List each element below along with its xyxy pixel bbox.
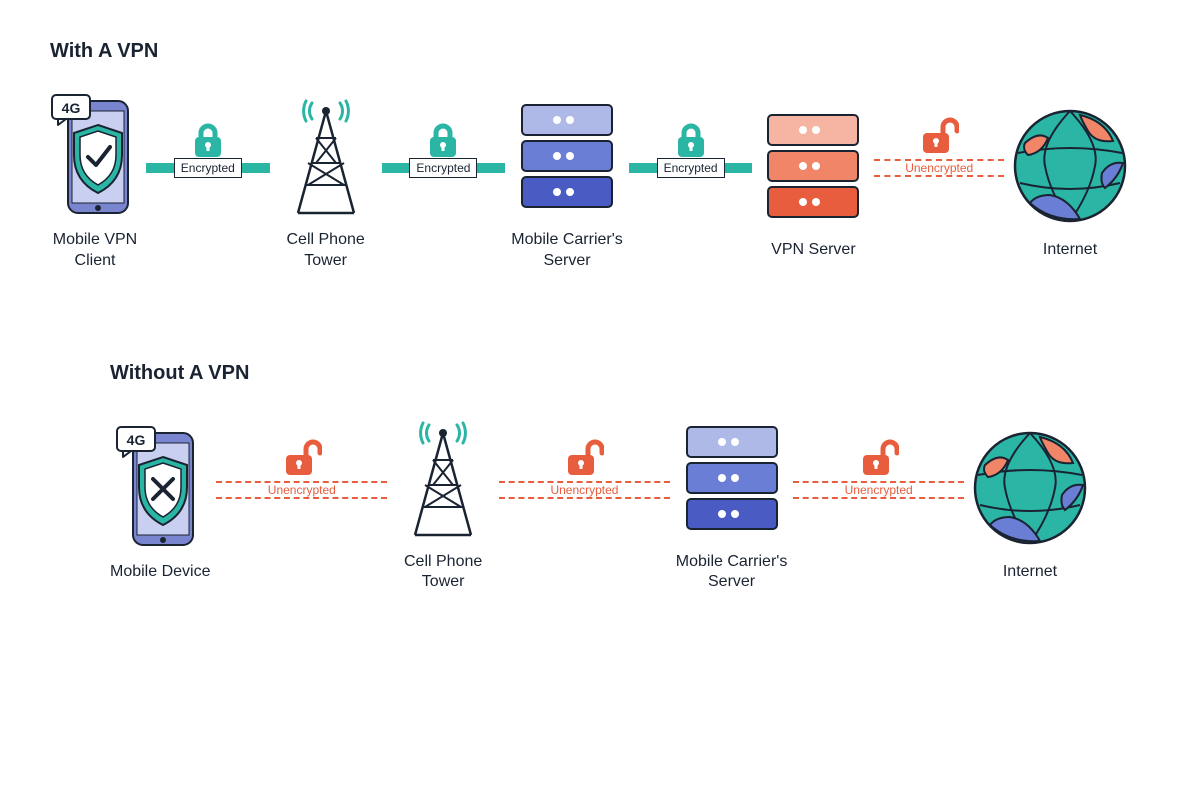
- node-label: Internet: [1043, 240, 1097, 261]
- node-label: Internet: [1003, 562, 1057, 583]
- globe-icon: [1010, 103, 1130, 228]
- svg-text:4G: 4G: [62, 100, 81, 116]
- node-label: Cell Phone Tower: [404, 552, 482, 594]
- lock-closed-icon: [426, 119, 460, 159]
- with-vpn-flow: 4G Mobile VPN Client Encrypted: [50, 93, 1130, 272]
- cell-tower-icon: [276, 93, 376, 218]
- connector-unencrypted: Unencrypted: [493, 437, 676, 499]
- node-label: Mobile Device: [110, 562, 210, 583]
- node-carrier-server: Mobile Carrier's Server: [676, 415, 788, 594]
- connector-encrypted: Encrypted: [623, 119, 759, 173]
- lock-open-icon: [859, 437, 899, 477]
- connector-encrypted: Encrypted: [140, 119, 276, 173]
- connector-encrypted: Encrypted: [376, 119, 512, 173]
- lock-open-icon: [919, 115, 959, 155]
- phone-shield-x-icon: 4G: [115, 425, 205, 550]
- without-vpn-flow: 4G Mobile Device Unencrypted: [50, 415, 1130, 594]
- server-blue-icon: [677, 415, 787, 540]
- node-label: Mobile Carrier's Server: [511, 230, 623, 272]
- node-label: VPN Server: [771, 240, 855, 261]
- node-vpn-server: VPN Server: [758, 103, 868, 261]
- node-label: Mobile VPN Client: [53, 230, 137, 272]
- connector-label: Encrypted: [174, 158, 242, 178]
- lock-closed-icon: [191, 119, 225, 159]
- phone-shield-check-icon: 4G: [50, 93, 140, 218]
- without-vpn-title: Without A VPN: [110, 362, 1130, 385]
- with-vpn-title: With A VPN: [50, 40, 1130, 63]
- node-mobile-vpn-client: 4G Mobile VPN Client: [50, 93, 140, 272]
- node-carrier-server: Mobile Carrier's Server: [511, 93, 623, 272]
- node-internet: Internet: [1010, 103, 1130, 261]
- connector-label: Unencrypted: [839, 483, 919, 497]
- node-cell-tower: Cell Phone Tower: [393, 415, 493, 594]
- connector-label: Unencrypted: [899, 161, 979, 175]
- connector-unencrypted: Unencrypted: [868, 115, 1010, 177]
- cell-tower-icon: [393, 415, 493, 540]
- node-label: Mobile Carrier's Server: [676, 552, 788, 594]
- globe-icon: [970, 425, 1090, 550]
- server-orange-icon: [758, 103, 868, 228]
- node-mobile-device: 4G Mobile Device: [110, 425, 210, 583]
- server-blue-icon: [512, 93, 622, 218]
- node-cell-tower: Cell Phone Tower: [276, 93, 376, 272]
- connector-label: Encrypted: [409, 158, 477, 178]
- connector-unencrypted: Unencrypted: [210, 437, 393, 499]
- without-vpn-section: Without A VPN 4G Mobile Device: [50, 362, 1130, 594]
- connector-label: Unencrypted: [544, 483, 624, 497]
- lock-open-icon: [282, 437, 322, 477]
- svg-text:4G: 4G: [127, 432, 146, 448]
- node-label: Cell Phone Tower: [286, 230, 364, 272]
- lock-closed-icon: [674, 119, 708, 159]
- connector-label: Unencrypted: [262, 483, 342, 497]
- connector-unencrypted: Unencrypted: [787, 437, 970, 499]
- lock-open-icon: [564, 437, 604, 477]
- node-internet: Internet: [970, 425, 1090, 583]
- with-vpn-section: With A VPN 4G Mobile VPN Client: [50, 40, 1130, 272]
- connector-label: Encrypted: [657, 158, 725, 178]
